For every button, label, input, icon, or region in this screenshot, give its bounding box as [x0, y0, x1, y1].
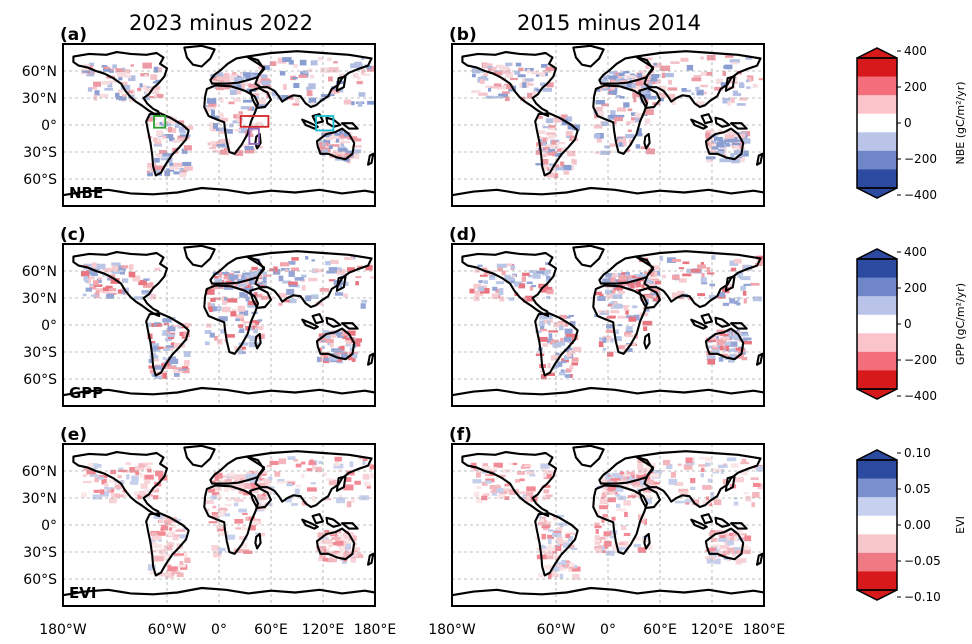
- colorbar-tick-label: 0: [904, 116, 912, 130]
- colorbar-bottom-extend: [856, 589, 898, 601]
- latitude-tick: 60°N: [22, 64, 57, 80]
- gridlines: [452, 444, 764, 606]
- region-box-central-africa: [239, 115, 270, 128]
- colorbar-label: GPP (gC/m²/yr): [954, 283, 967, 365]
- colorbar-tick-label: 0.05: [904, 482, 931, 496]
- map-frame: [62, 243, 376, 407]
- longitude-tick: 180°E: [354, 622, 397, 638]
- longitude-labels: 180°W 60°W 0° 60°E 120°E 180°E 180°W 60°W 0° 60°E…: [39, 622, 785, 638]
- colorbar-label: NBE (gC/m²/yr): [954, 81, 967, 164]
- colorbar-tick-label: −0.10: [904, 590, 941, 604]
- latitude-tick: 60°S: [23, 572, 57, 588]
- column-title-right: 2015 minus 2014: [517, 11, 701, 35]
- longitude-tick: 0°: [211, 622, 227, 638]
- longitude-tick: 180°W: [39, 622, 87, 638]
- latitude-tick: 60°N: [22, 264, 57, 280]
- map-frame: [451, 43, 765, 207]
- colorbar-tick-label: 0.00: [904, 518, 931, 532]
- colorbar-tick-label: −200: [904, 152, 937, 166]
- gridlines: [63, 244, 375, 406]
- colorbars: 400 200 0 −200 −400 NBE (gC/m²/yr) 400 200 0 −200…: [856, 44, 967, 604]
- map-panel-e: EVI: [61, 443, 377, 607]
- latitude-tick: 60°N: [22, 464, 57, 480]
- variable-label: NBE: [69, 184, 103, 202]
- latitude-tick: 30°S: [23, 345, 57, 361]
- map-frame: [451, 243, 765, 407]
- panel-label-d: (d): [449, 225, 477, 245]
- map-panels: NBE (a) (b) GPP (c) (d) EVI (e) (f): [60, 25, 766, 607]
- variable-label: GPP: [69, 384, 103, 402]
- map-panel-f: [450, 443, 766, 607]
- longitude-tick: 60°E: [643, 622, 677, 638]
- map-panel-b: [450, 43, 766, 207]
- colorbar-label: EVI: [954, 516, 967, 534]
- colorbar-top-extend: [856, 248, 898, 260]
- region-box-southern-africa: [248, 127, 260, 145]
- panel-label-a: (a): [60, 25, 87, 45]
- panel-label-e: (e): [60, 425, 87, 445]
- latitude-tick: 30°S: [23, 145, 57, 161]
- column-title-left: 2023 minus 2022: [129, 11, 313, 35]
- colorbar-tick-label: 400: [904, 44, 927, 58]
- colorbar-nbe: 400 200 0 −200 −400 NBE (gC/m²/yr): [856, 44, 967, 202]
- latitude-tick: 0°: [41, 318, 57, 334]
- longitude-tick: 180°E: [743, 622, 786, 638]
- colorbar-tick-label: −400: [904, 389, 937, 403]
- region-box-amazon: [153, 115, 167, 129]
- colorbar-tick-label: −200: [904, 353, 937, 367]
- map-panel-d: [450, 243, 766, 407]
- longitude-tick: 0°: [600, 622, 616, 638]
- map-frame: [451, 443, 765, 607]
- map-frame: [62, 443, 376, 607]
- colorbar-top-extend: [856, 47, 898, 59]
- panel-label-c: (c): [60, 225, 86, 245]
- colorbar-tick-label: −0.05: [904, 554, 941, 568]
- colorbar-tick-label: 0.10: [904, 446, 931, 460]
- colorbar-tick-label: 200: [904, 281, 927, 295]
- colorbar-bottom-extend: [856, 388, 898, 400]
- latitude-tick: 30°N: [22, 291, 57, 307]
- map-panel-a: NBE: [61, 43, 377, 207]
- latitude-tick: 0°: [41, 518, 57, 534]
- panel-label-f: (f): [449, 425, 472, 445]
- colorbar-gpp: 400 200 0 −200 −400 GPP (gC/m²/yr): [856, 245, 967, 403]
- colorbar-tick-label: 400: [904, 245, 927, 259]
- colorbar-tick-label: 200: [904, 80, 927, 94]
- latitude-tick: 0°: [41, 118, 57, 134]
- longitude-tick: 180°W: [428, 622, 476, 638]
- variable-label: EVI: [69, 584, 96, 602]
- longitude-tick: 60°W: [148, 622, 187, 638]
- panel-label-b: (b): [449, 25, 477, 45]
- colorbar-tick-label: 0: [904, 317, 912, 331]
- latitude-tick: 60°S: [23, 372, 57, 388]
- colorbar-bottom-extend: [856, 187, 898, 199]
- latitude-tick: 60°S: [23, 172, 57, 188]
- latitude-tick: 30°N: [22, 91, 57, 107]
- region-box-southeast-asia: [315, 115, 335, 132]
- map-panel-c: GPP: [61, 243, 377, 407]
- longitude-tick: 60°E: [254, 622, 288, 638]
- longitude-tick: 120°E: [691, 622, 734, 638]
- latitude-labels: 60°N 30°N 0° 30°S 60°S 60°N 30°N 0° 30°S 60°S 60°N…: [22, 64, 57, 588]
- latitude-tick: 30°S: [23, 545, 57, 561]
- colorbar-tick-label: −400: [904, 188, 937, 202]
- colorbar-top-extend: [856, 449, 898, 461]
- colorbar-evi: 0.10 0.05 0.00 −0.05 −0.10 EVI: [856, 446, 967, 604]
- latitude-tick: 30°N: [22, 491, 57, 507]
- longitude-tick: 120°E: [302, 622, 345, 638]
- longitude-tick: 60°W: [537, 622, 576, 638]
- map-frame: [62, 43, 376, 207]
